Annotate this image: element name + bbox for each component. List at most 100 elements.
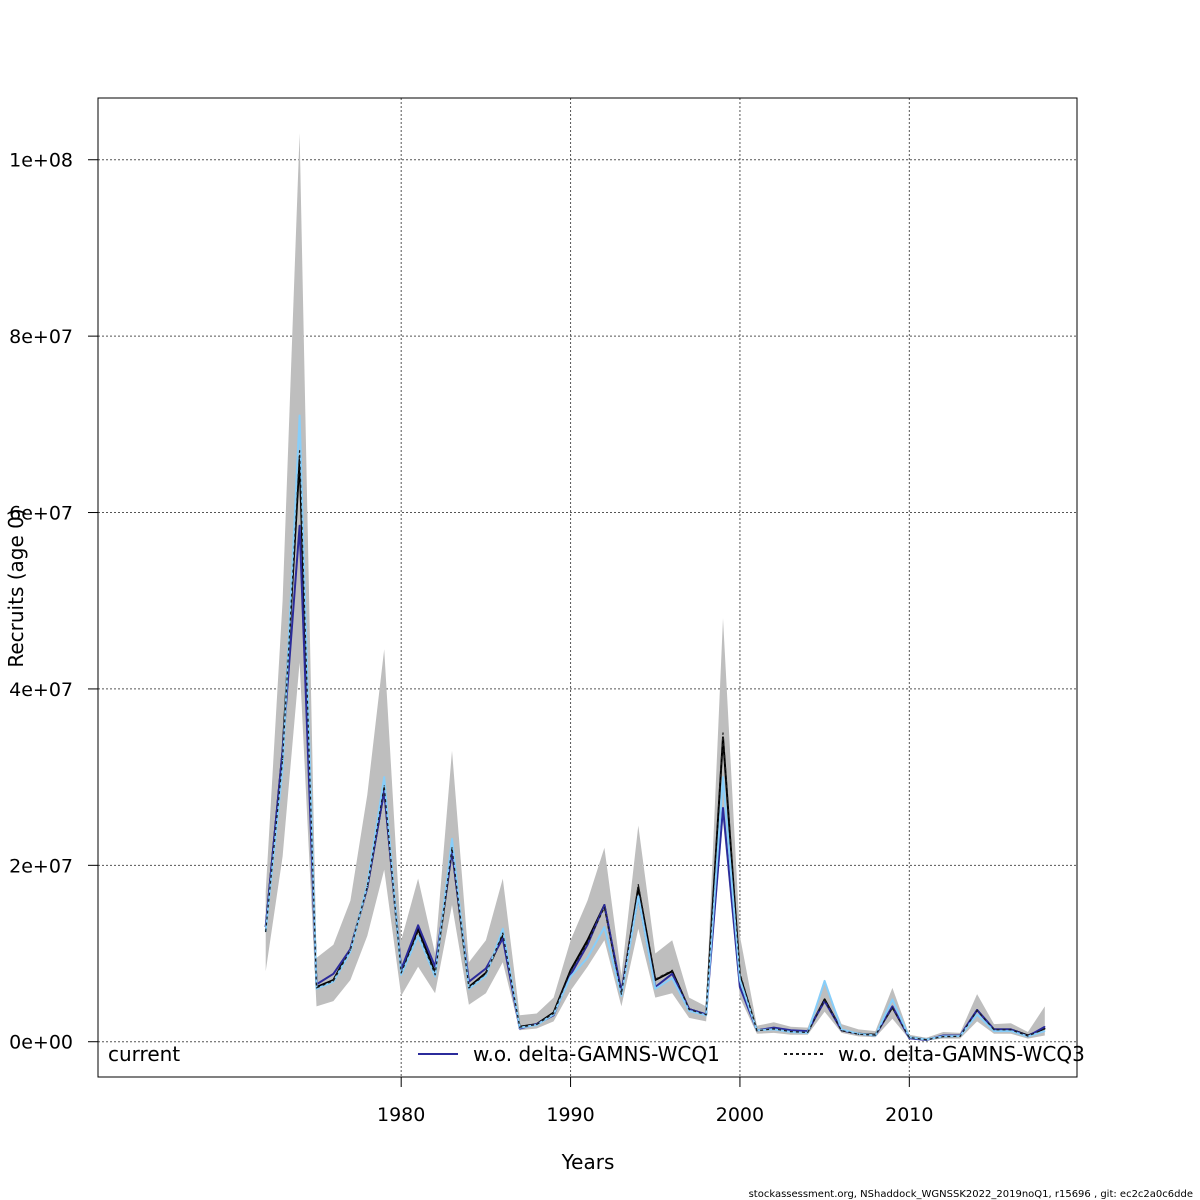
series-2-point	[1044, 1030, 1046, 1032]
series-3-point	[502, 932, 504, 934]
series-3-point	[790, 1031, 792, 1033]
series-2-point	[383, 776, 385, 778]
series-2-point	[315, 988, 318, 990]
series-0-point	[586, 939, 589, 941]
series-1-point	[773, 1027, 775, 1029]
series-3-point	[434, 974, 436, 976]
series-2-point	[417, 935, 419, 937]
series-1-point	[722, 807, 724, 809]
series-2-point	[841, 1028, 843, 1030]
y-tick-label: 4e+07	[9, 679, 73, 701]
series-3-point	[705, 1014, 707, 1016]
series-2-point	[739, 979, 741, 981]
series-1-point	[1044, 1026, 1046, 1028]
series-2-point	[654, 988, 656, 990]
series-3-point	[671, 969, 673, 971]
legend-label-0: current	[108, 1042, 180, 1066]
series-3-point	[874, 1034, 877, 1036]
axes: 1980 1990 2000 2010 0e+00 2e+07 4e+07 6e+07 8e+0…	[9, 150, 933, 1126]
series-1-point	[739, 986, 741, 988]
series-3-point	[773, 1028, 775, 1030]
x-tick-label: 2000	[716, 1104, 764, 1126]
series-2-point	[993, 1030, 995, 1032]
series-3-point	[739, 972, 741, 974]
series-3-point	[959, 1035, 961, 1037]
legend: current w.o. delta-GAMNS-WCQ1 w.o. delta-G…	[108, 1042, 1085, 1066]
series-2-point	[891, 998, 894, 1001]
series-3-point	[332, 980, 334, 982]
series-2-point	[468, 988, 470, 990]
x-tick-label: 1980	[377, 1104, 425, 1126]
series-1-point	[502, 937, 504, 940]
series-1-point	[299, 525, 301, 527]
series-3-point	[570, 970, 572, 972]
series-2-point	[299, 414, 301, 417]
series-2-point	[671, 977, 673, 979]
series-3-point	[807, 1031, 809, 1034]
series-3-point	[841, 1030, 843, 1032]
series-2-point	[485, 975, 487, 977]
series-3-point	[857, 1033, 860, 1035]
series-3-point	[620, 993, 623, 995]
series-3-point	[688, 1008, 690, 1011]
y-tick-label: 1e+08	[9, 150, 73, 172]
series-3-point	[299, 450, 301, 452]
series-1-point	[603, 904, 606, 906]
series-3-point	[908, 1036, 910, 1039]
y-tick-label: 2e+07	[9, 855, 73, 877]
series-3-point	[519, 1026, 521, 1028]
series-3-point	[468, 987, 470, 989]
series-3-point	[1010, 1029, 1012, 1031]
confidence-band	[265, 133, 1045, 1041]
series-2-point	[722, 776, 724, 778]
series-3-point	[993, 1029, 995, 1031]
series-1-point	[671, 973, 673, 975]
series-2-point	[586, 957, 589, 959]
series-3-point	[536, 1023, 538, 1026]
series-3-point	[451, 847, 453, 849]
series-3-point	[891, 1007, 894, 1009]
y-tick-label: 6e+07	[9, 503, 73, 525]
series-3-point	[383, 785, 385, 787]
series-1-point	[332, 973, 334, 975]
plot-frame	[97, 97, 1078, 1078]
series-3-point	[553, 1012, 555, 1015]
legend-label-2: w.o. delta-GAMNS-WCQ3	[838, 1042, 1085, 1066]
series-3-point	[282, 758, 284, 761]
series-0-point	[824, 998, 826, 1001]
series-3-point	[942, 1036, 944, 1038]
y-tick-label: 8e+07	[9, 326, 73, 348]
series-1-point	[417, 924, 419, 926]
series-2-point	[976, 1013, 978, 1016]
series-2-point	[637, 895, 639, 897]
series-3-point	[722, 732, 724, 734]
series-3-point	[1027, 1035, 1029, 1037]
series-3-point	[349, 949, 351, 951]
footer-credit: stockassessment.org, NShaddock_WGNSSK202…	[749, 1189, 1193, 1200]
x-tick-label: 2010	[885, 1104, 933, 1126]
series-2-point	[400, 974, 402, 976]
series-3-point	[603, 907, 606, 909]
series-3-point	[1044, 1028, 1046, 1030]
series-2-point	[502, 928, 504, 930]
series-3-point	[756, 1030, 758, 1032]
series-3-point	[485, 973, 487, 975]
series-3-point	[400, 972, 402, 974]
series-3-point	[654, 978, 656, 980]
series-3-point	[925, 1039, 927, 1041]
plot-area	[264, 133, 1046, 1041]
series-2-point	[349, 951, 351, 953]
series-3-point	[265, 930, 267, 933]
series-3-point	[586, 942, 589, 944]
legend-label-1: w.o. delta-GAMNS-WCQ1	[473, 1042, 720, 1066]
series-1-point	[790, 1029, 792, 1031]
series-1-point	[891, 1005, 894, 1008]
series-2-point	[824, 980, 826, 982]
series-2-point	[434, 975, 436, 978]
series-3-point	[417, 930, 419, 933]
series-3-point	[976, 1009, 978, 1012]
series-3-point	[315, 987, 318, 989]
series-2-point	[603, 926, 606, 928]
series-3-point	[366, 885, 368, 888]
